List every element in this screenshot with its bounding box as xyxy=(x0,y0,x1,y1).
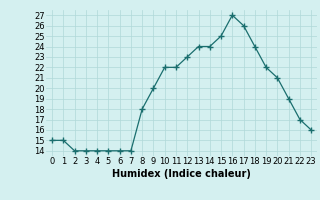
X-axis label: Humidex (Indice chaleur): Humidex (Indice chaleur) xyxy=(112,169,251,179)
